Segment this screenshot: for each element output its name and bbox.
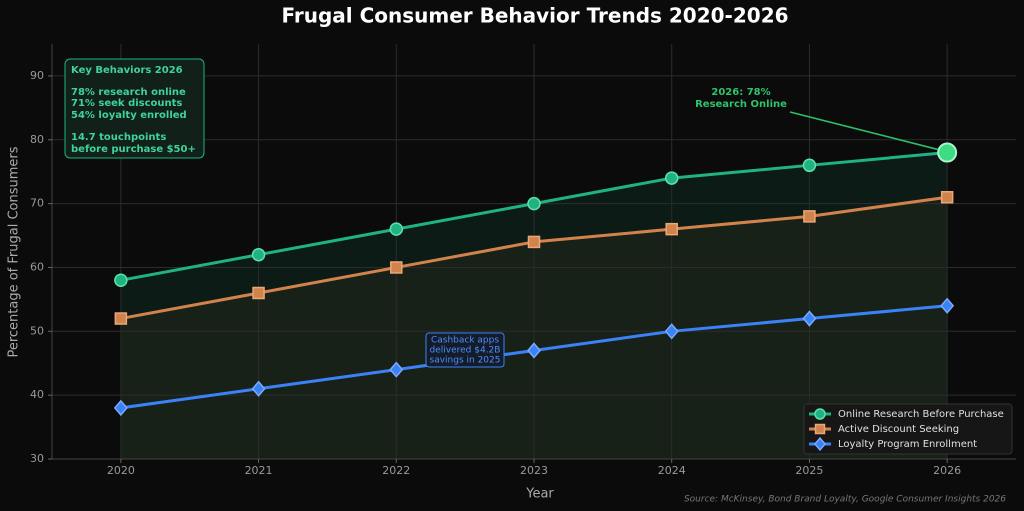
marker	[803, 210, 816, 223]
y-tick-label: 60	[30, 260, 44, 273]
marker	[114, 273, 128, 287]
legend-label: Online Research Before Purchase	[838, 409, 1004, 420]
y-tick-label: 30	[30, 452, 44, 465]
x-tick-label: 2021	[245, 464, 273, 477]
marker	[251, 247, 266, 262]
marker	[802, 310, 817, 327]
marker	[389, 361, 404, 378]
marker	[940, 190, 954, 204]
note-box	[425, 332, 505, 368]
marker	[251, 380, 266, 397]
marker	[389, 222, 404, 236]
marker	[390, 261, 403, 274]
legend-marker	[814, 423, 826, 435]
legend-box	[803, 403, 1013, 455]
chart-title: Frugal Consumer Behavior Trends 2020-202…	[281, 4, 788, 28]
key-box-line: 71% seek discounts	[71, 98, 182, 109]
key-box-line: 78% research online	[71, 87, 186, 98]
x-axis-label: Year	[525, 487, 554, 502]
y-tick-label: 90	[30, 69, 44, 82]
marker	[527, 235, 541, 249]
legend-label: Active Discount Seeking	[838, 424, 959, 435]
highlight-point	[937, 142, 958, 163]
marker	[114, 312, 128, 325]
legend-marker	[814, 436, 826, 452]
callout-text: 2026: 78%	[711, 87, 770, 98]
callout-text: Research Online	[695, 99, 787, 110]
y-tick-label: 80	[30, 133, 44, 146]
marker	[252, 286, 265, 300]
x-tick-label: 2023	[520, 464, 548, 477]
x-tick-label: 2026	[933, 464, 961, 477]
key-box-line: 54% loyalty enrolled	[71, 110, 187, 121]
key-box-title: Key Behaviors 2026	[71, 65, 183, 76]
legend-marker	[814, 408, 826, 420]
y-tick-label: 40	[30, 388, 44, 401]
marker	[664, 171, 679, 185]
x-tick-label: 2020	[107, 464, 135, 477]
note-text: Cashback apps	[431, 336, 499, 346]
key-box-line: 14.7 touchpoints	[71, 132, 166, 143]
callout-arrow	[789, 111, 939, 151]
marker	[527, 196, 541, 211]
y-axis-label: Percentage of Frugal Consumers	[7, 146, 22, 357]
marker	[802, 158, 817, 173]
marker	[665, 222, 678, 236]
key-box	[64, 58, 205, 159]
note-text: savings in 2025	[430, 356, 501, 366]
x-tick-label: 2022	[382, 464, 410, 477]
marker	[940, 297, 955, 314]
y-tick-label: 70	[30, 197, 44, 210]
marker	[664, 323, 679, 340]
note-text: delivered $4.2B	[430, 346, 501, 356]
legend: Online Research Before Purchase Active Di…	[803, 403, 1013, 455]
x-tick-label: 2024	[658, 464, 686, 477]
source: Source: McKinsey, Bond Brand Loyalty, Go…	[684, 495, 1006, 505]
x-tick-label: 2025	[795, 464, 823, 477]
key-box-line: before purchase $50+	[71, 144, 196, 155]
y-tick-label: 50	[30, 324, 44, 337]
legend-label: Loyalty Program Enrollment	[838, 439, 977, 450]
marker	[113, 399, 128, 417]
marker	[527, 342, 541, 359]
